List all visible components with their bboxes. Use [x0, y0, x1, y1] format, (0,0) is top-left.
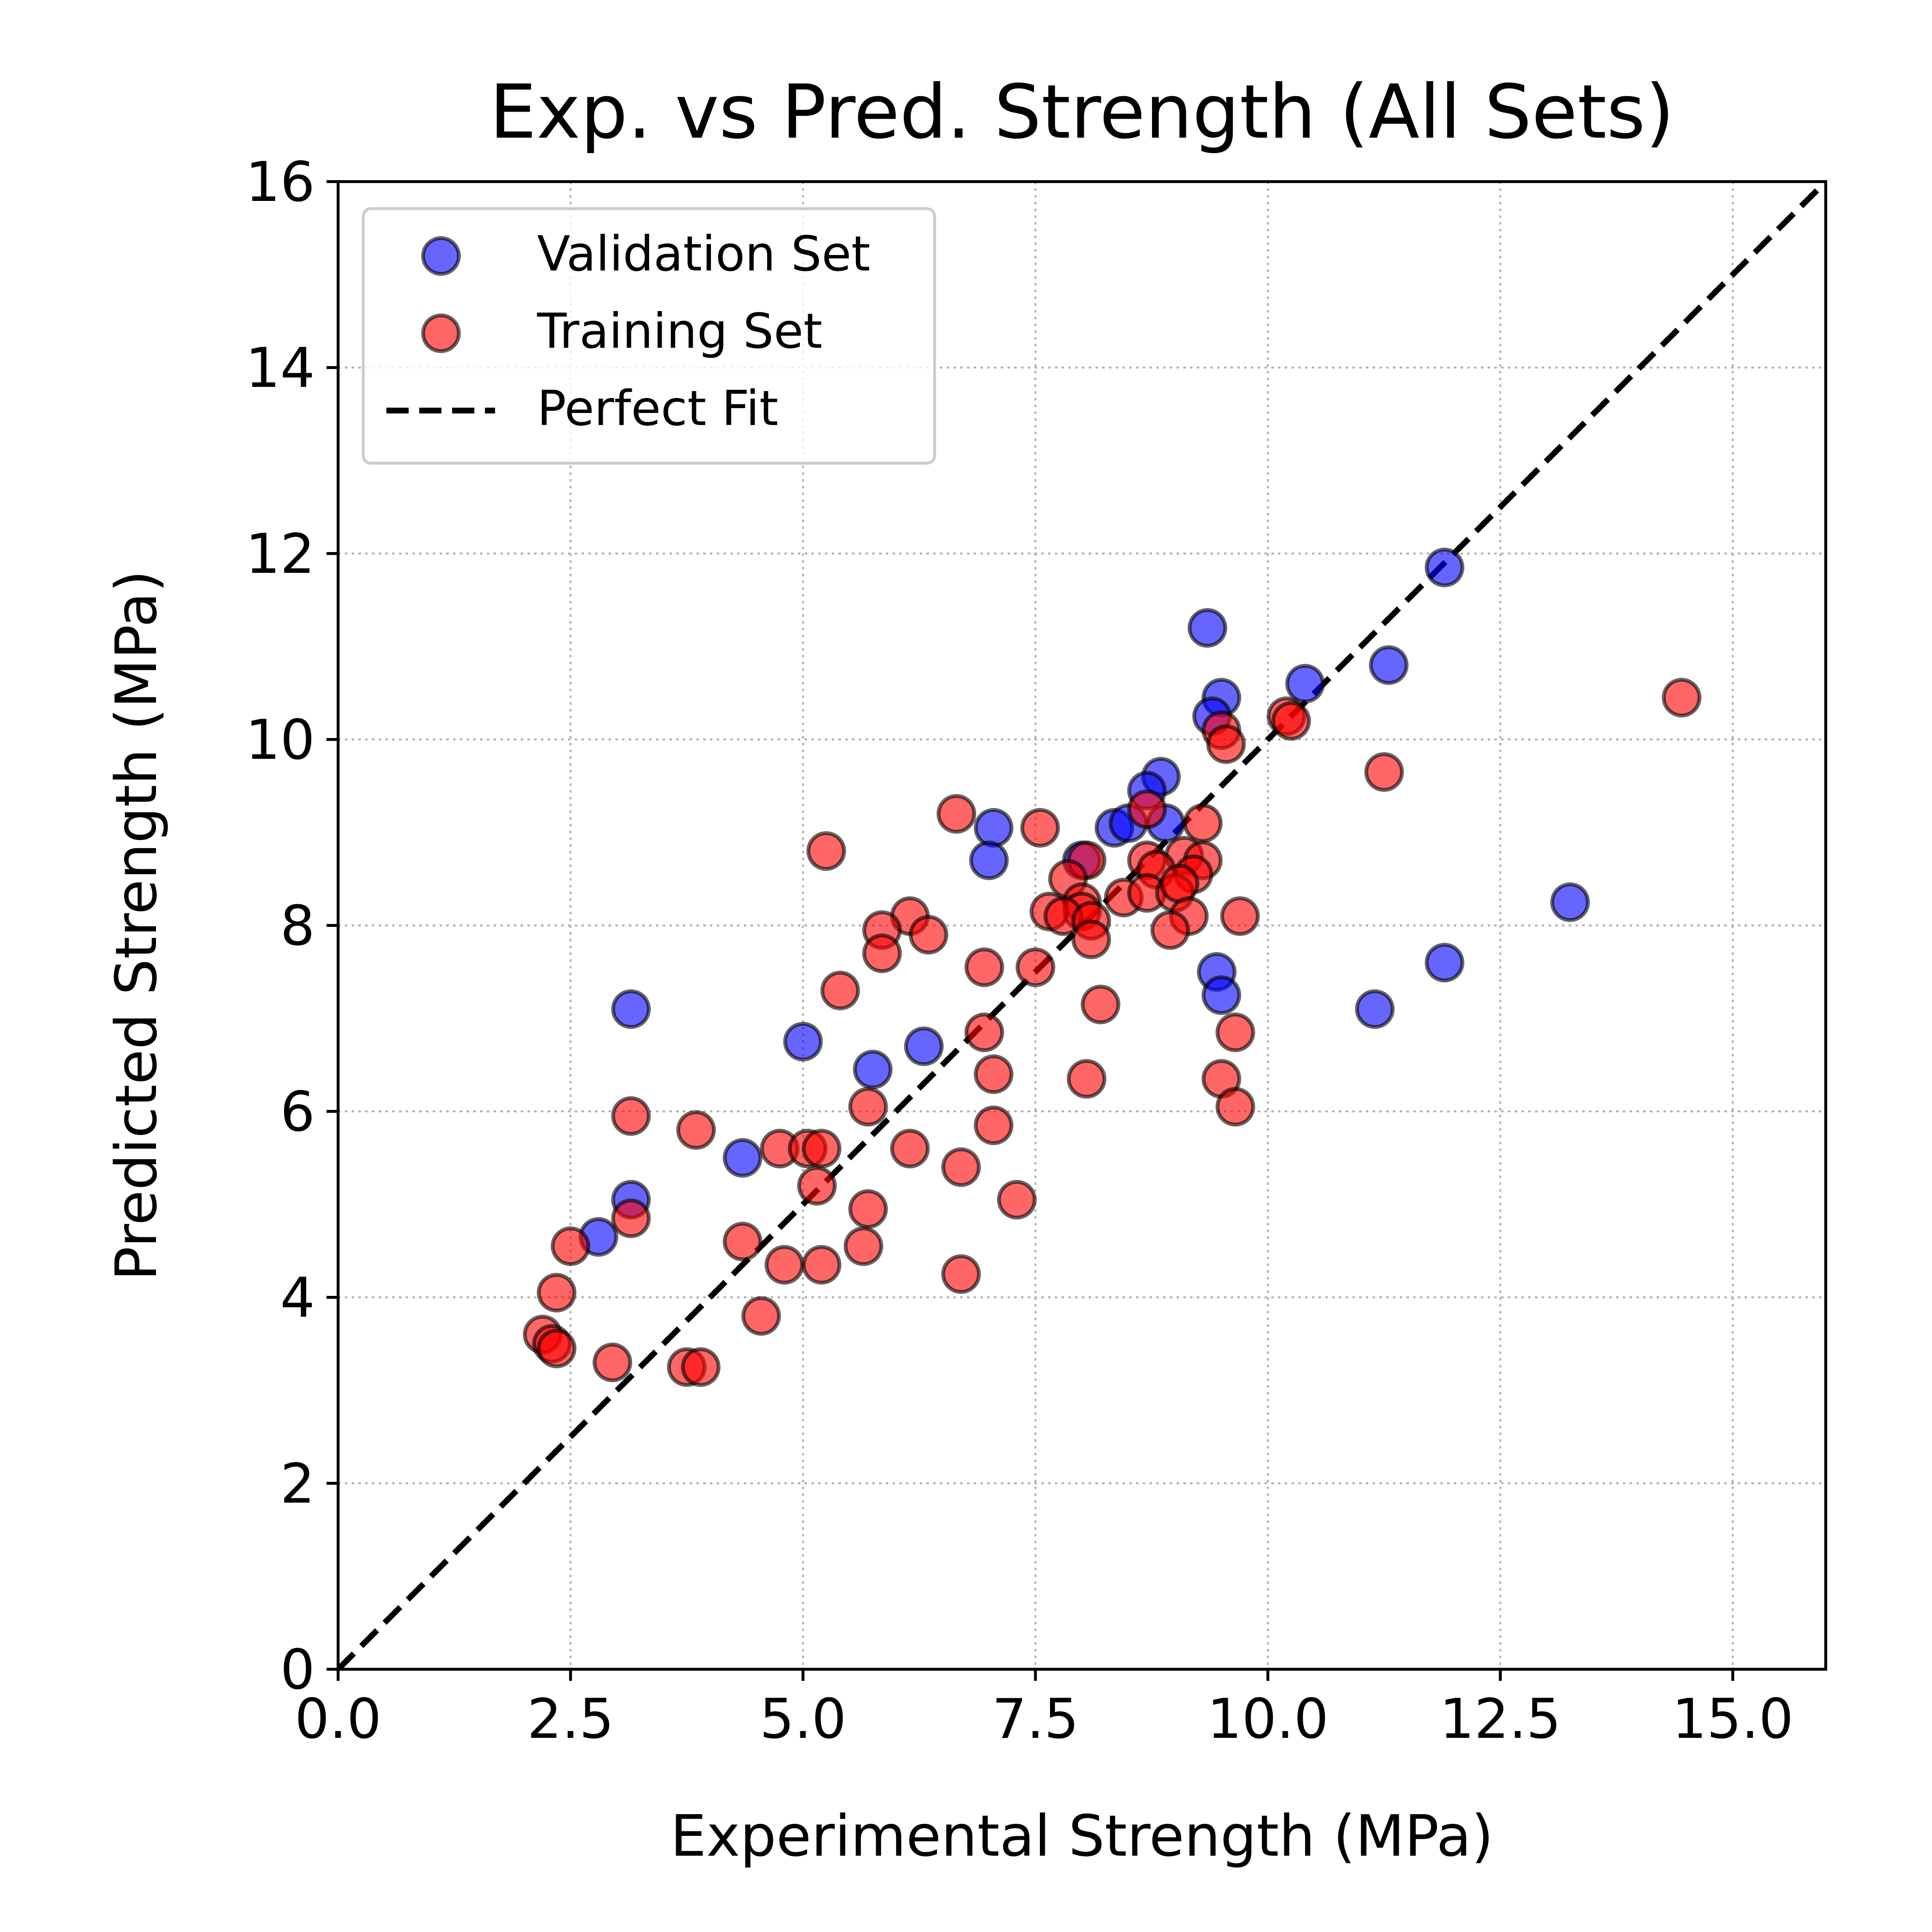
training-point: [1071, 919, 1111, 959]
training-point: [676, 1110, 716, 1150]
training-point: [797, 1166, 837, 1206]
legend-marker-training: [421, 313, 461, 353]
validation-point: [1285, 664, 1325, 704]
training-point: [1364, 752, 1404, 792]
training-point: [765, 1245, 804, 1285]
validation-point: [969, 840, 1009, 881]
training-point: [1066, 1059, 1107, 1099]
legend-label-validation: Validation Set: [537, 226, 870, 282]
training-point: [537, 1328, 577, 1368]
training-point: [802, 1245, 841, 1285]
training-point: [1662, 678, 1702, 718]
validation-points: [579, 547, 1590, 1257]
y-tick-label: 16: [245, 150, 315, 214]
legend: Validation Set Training Set Perfect Fit: [362, 207, 936, 465]
y-tick-label: 14: [245, 336, 315, 400]
training-point: [843, 1226, 883, 1266]
y-tick-label: 2: [280, 1452, 315, 1516]
training-point: [611, 1198, 651, 1238]
training-point: [820, 970, 860, 1010]
training-point: [937, 794, 977, 834]
training-point: [1160, 864, 1200, 904]
y-tick-label: 12: [245, 522, 315, 586]
validation-point: [723, 1138, 763, 1178]
training-point: [806, 831, 846, 871]
y-tick-label: 8: [280, 894, 315, 958]
training-point: [1020, 808, 1060, 848]
y-tick-label: 4: [280, 1266, 315, 1330]
training-point: [890, 1129, 930, 1168]
training-point: [974, 1105, 1014, 1145]
training-point: [551, 1226, 591, 1266]
validation-point: [1424, 547, 1464, 587]
training-point: [941, 1254, 981, 1294]
training-point: [909, 915, 949, 955]
x-tick-label: 2.5: [527, 1687, 614, 1751]
training-point: [974, 1054, 1014, 1094]
validation-point: [904, 1026, 944, 1066]
training-point: [611, 1096, 651, 1136]
validation-point: [1187, 608, 1227, 648]
training-point: [964, 1012, 1004, 1052]
x-tick-label: 7.5: [992, 1687, 1079, 1751]
training-point: [848, 1189, 888, 1229]
x-axis-label: Experimental Strength (MPa): [670, 1803, 1493, 1869]
training-point: [1080, 984, 1121, 1024]
validation-point: [852, 1050, 893, 1090]
validation-point: [611, 989, 651, 1029]
training-point: [997, 1179, 1037, 1220]
training-point: [862, 933, 902, 973]
training-point: [1015, 947, 1055, 987]
training-point: [964, 947, 1004, 987]
legend-label-perfect-fit: Perfect Fit: [537, 380, 778, 437]
x-tick-label: 15.0: [1672, 1687, 1794, 1751]
validation-point: [1201, 975, 1241, 1015]
validation-point: [783, 1022, 823, 1062]
training-point: [1215, 1087, 1255, 1127]
x-axis-ticks: 0.0 2.5 5.0 7.5 10.0 12.5 15.0: [295, 1669, 1793, 1751]
training-point: [1206, 724, 1246, 764]
validation-point: [1369, 645, 1409, 685]
legend-frame: [362, 207, 936, 465]
validation-point: [1424, 943, 1464, 982]
training-point: [802, 1129, 841, 1168]
training-point: [1215, 1012, 1255, 1052]
training-point: [681, 1347, 721, 1387]
validation-point: [1550, 882, 1590, 922]
legend-label-training: Training Set: [537, 303, 823, 359]
training-point: [1271, 701, 1311, 741]
training-points: [523, 678, 1702, 1387]
data-points: [523, 547, 1702, 1387]
training-point: [741, 1296, 781, 1336]
validation-point: [1355, 989, 1395, 1029]
training-point: [848, 1087, 888, 1127]
training-point: [537, 1273, 577, 1313]
training-point: [1220, 896, 1260, 936]
training-point: [592, 1342, 632, 1382]
training-point: [1183, 803, 1223, 843]
training-point: [1127, 789, 1167, 829]
training-point: [941, 1147, 981, 1187]
training-point: [723, 1222, 763, 1262]
y-axis-ticks: 0 2 4 6 8 10 12 14 16: [245, 150, 338, 1702]
training-point: [1150, 910, 1190, 950]
validation-point: [974, 808, 1014, 848]
x-tick-label: 12.5: [1439, 1687, 1561, 1751]
y-tick-label: 0: [280, 1638, 315, 1702]
x-tick-label: 0.0: [295, 1687, 382, 1751]
y-tick-label: 10: [245, 708, 315, 772]
y-axis-label: Predicted Strength (MPa): [103, 570, 170, 1280]
y-tick-label: 6: [280, 1080, 315, 1144]
legend-marker-validation: [421, 236, 461, 276]
x-tick-label: 10.0: [1207, 1687, 1329, 1751]
chart-title: Exp. vs Pred. Strength (All Sets): [489, 69, 1674, 156]
x-tick-label: 5.0: [760, 1687, 847, 1751]
